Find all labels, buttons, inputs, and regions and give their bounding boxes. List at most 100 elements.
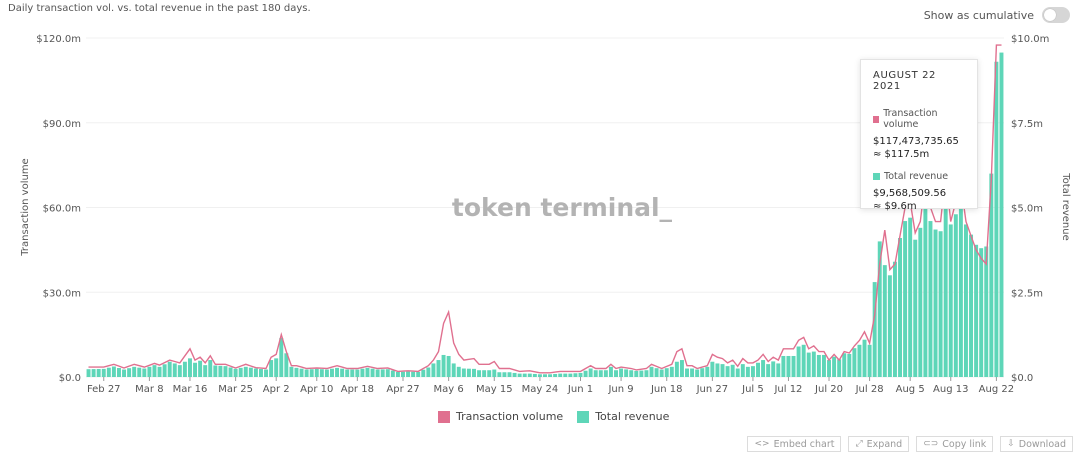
tooltip-date: AUGUST 22 2021: [873, 70, 936, 92]
volume-swatch: [873, 115, 880, 123]
revenue-bar: [969, 234, 974, 377]
revenue-bar: [827, 360, 832, 377]
revenue-bar: [690, 368, 695, 377]
revenue-bar: [395, 371, 400, 377]
revenue-bar: [517, 373, 522, 377]
tooltip-revenue: Total revenue $9,568,509.56 ≈ $9.6m: [873, 171, 965, 213]
legend-swatch-revenue: [577, 410, 590, 423]
revenue-bar: [659, 369, 664, 377]
y-right-tick-label: $2.5m: [1011, 288, 1043, 299]
x-tick-label: Apr 18: [341, 384, 374, 395]
revenue-bar: [258, 369, 263, 377]
revenue-bar: [330, 368, 334, 377]
revenue-bar: [669, 366, 674, 377]
revenue-bar: [314, 368, 319, 377]
revenue-bar: [578, 372, 583, 377]
revenue-bar: [725, 366, 730, 377]
legend-swatch-volume: [438, 410, 450, 423]
revenue-bar: [279, 338, 284, 377]
expand-button[interactable]: ⤢ Expand: [848, 436, 910, 452]
y-right-tick-label: $5.0m: [1011, 204, 1043, 215]
revenue-bar: [167, 361, 172, 377]
revenue-bar: [750, 366, 755, 377]
y-axis-right: $0.0 $2.5m $5.0m $7.5m $10.0m: [1011, 34, 1049, 384]
revenue-bar: [91, 369, 96, 377]
y-axis-left: $0.0 $30.0m $60.0m $90.0m $120.0m: [36, 34, 81, 384]
revenue-bar: [745, 366, 750, 377]
x-tick-label: Jun 1: [567, 384, 593, 395]
revenue-bar: [715, 363, 720, 377]
revenue-bar: [502, 372, 507, 377]
revenue-bar: [152, 365, 157, 377]
revenue-bar: [411, 371, 416, 377]
revenue-bar: [431, 363, 436, 377]
x-tick-label: Jul 5: [741, 384, 764, 395]
x-tick-label: Apr 27: [386, 384, 419, 395]
legend-item-revenue[interactable]: Total revenue: [577, 410, 669, 423]
revenue-bar: [700, 368, 705, 377]
revenue-bar: [756, 362, 760, 377]
x-tick-label: May 6: [434, 384, 464, 395]
revenue-bar: [106, 367, 111, 377]
chart-area[interactable]: token terminal_ $0.0 $30.0m $60.0m $90.0m $1…: [0, 0, 1080, 400]
revenue-bar: [477, 370, 482, 377]
link-icon: ⊂⊃: [923, 439, 939, 449]
volume-line: [88, 44, 1002, 374]
revenue-bar: [446, 355, 451, 377]
revenue-bar: [882, 265, 887, 377]
revenue-bar: [238, 367, 243, 377]
revenue-bar: [324, 369, 329, 377]
x-tick-label: Jun 9: [607, 384, 633, 395]
download-label: Download: [1018, 438, 1066, 450]
revenue-bar: [177, 365, 182, 377]
revenue-bar: [979, 248, 984, 377]
revenue-bar: [172, 363, 177, 377]
revenue-bar: [634, 370, 639, 377]
revenue-bar: [157, 366, 162, 377]
revenue-bar: [456, 366, 461, 377]
revenue-bar: [685, 368, 689, 377]
revenue-bar: [111, 366, 116, 377]
revenue-bar: [624, 369, 629, 377]
x-axis: Feb 27 Mar 8 Mar 16 Mar 25 Apr 2 Apr 10 Apr 18…: [87, 377, 1014, 395]
legend-item-volume[interactable]: Transaction volume: [438, 410, 563, 423]
code-icon: <>: [754, 439, 770, 449]
x-tick-label: Mar 16: [173, 384, 208, 395]
revenue-bar: [639, 370, 644, 377]
revenue-bar: [319, 369, 324, 377]
revenue-bar: [233, 368, 238, 377]
revenue-bar: [355, 369, 360, 377]
revenue-bar: [842, 353, 847, 377]
revenue-bar: [487, 370, 492, 377]
revenue-bar: [938, 231, 943, 377]
revenue-bars: [86, 52, 1004, 378]
revenue-bar: [811, 351, 816, 377]
revenue-bar: [218, 365, 223, 377]
copy-link-button[interactable]: ⊂⊃ Copy link: [916, 436, 994, 452]
x-tick-label: Jul 12: [773, 384, 802, 395]
revenue-bar: [816, 354, 821, 377]
cumulative-toggle[interactable]: [1042, 7, 1070, 23]
revenue-bar: [122, 369, 127, 377]
revenue-bar: [598, 370, 603, 377]
x-tick-label: Jul 20: [814, 384, 843, 395]
revenue-bar: [923, 200, 928, 377]
revenue-bar: [593, 370, 598, 377]
download-button[interactable]: ⇩ Download: [1000, 436, 1073, 452]
revenue-bar: [421, 369, 426, 377]
revenue-bar: [147, 366, 152, 377]
revenue-bar: [761, 360, 766, 377]
revenue-bar: [345, 369, 350, 377]
embed-chart-button[interactable]: <> Embed chart: [747, 436, 842, 452]
revenue-bar: [548, 374, 553, 377]
revenue-bar: [137, 367, 142, 377]
tooltip-volume-approx: ≈ $117.5m: [873, 149, 930, 160]
revenue-bar: [537, 374, 542, 377]
revenue-bar: [309, 369, 314, 377]
tooltip-revenue-name: Total revenue: [873, 171, 965, 182]
revenue-bar: [304, 369, 309, 377]
x-tick-label: Jun 27: [696, 384, 729, 395]
expand-label: Expand: [866, 438, 903, 450]
y-left-tick-label: $0.0: [59, 373, 81, 384]
revenue-bar: [340, 368, 345, 377]
